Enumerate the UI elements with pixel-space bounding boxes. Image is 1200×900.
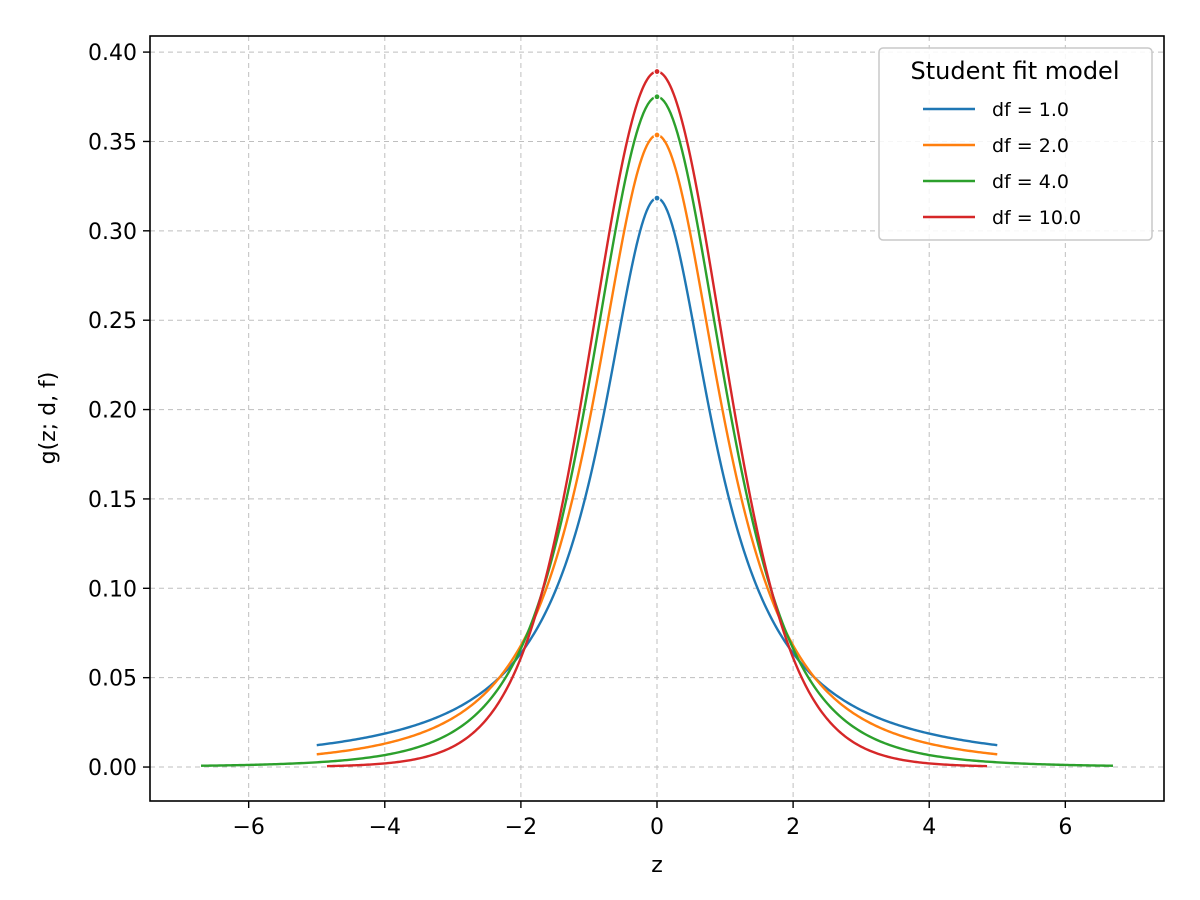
x-tick-label: 4 (922, 815, 936, 840)
peak-marker (653, 194, 661, 202)
peak-marker (653, 67, 661, 76)
peak-marker (653, 93, 661, 101)
y-tick-label: 0.20 (88, 399, 137, 424)
peak-marker (653, 131, 661, 139)
x-axis-label: z (651, 853, 663, 878)
x-tick-label: 6 (1058, 815, 1072, 840)
x-tick-label: 2 (786, 815, 800, 840)
legend-box (878, 47, 1153, 241)
grid (150, 36, 1164, 801)
legend: Student fit model df = 1.0 df = 2.0 df = 4… (878, 47, 1153, 241)
legend-entry-label: df = 4.0 (992, 171, 1069, 193)
x-tick-label: −2 (505, 815, 537, 840)
y-tick-label: 0.25 (88, 309, 137, 334)
y-tick-label: 0.35 (88, 130, 137, 155)
x-tick-label: 0 (650, 815, 664, 840)
y-tick-label: 0.15 (88, 488, 137, 513)
x-axis-ticks: −6 −4 −2 0 2 4 6 (232, 801, 1072, 840)
x-tick-label: −4 (369, 815, 401, 840)
legend-items: df = 1.0 df = 2.0 df = 4.0 df = 10.0 (923, 99, 1081, 229)
y-tick-label: 0.30 (88, 220, 137, 245)
y-tick-label: 0.05 (88, 667, 137, 692)
x-tick-label: −6 (232, 815, 264, 840)
y-tick-label: 0.40 (88, 41, 137, 66)
y-tick-label: 0.10 (88, 577, 137, 602)
legend-title: Student fit model (911, 57, 1120, 85)
legend-entry-label: df = 10.0 (992, 207, 1081, 229)
y-tick-label: 0.00 (88, 756, 137, 781)
legend-entry-label: df = 2.0 (992, 135, 1069, 157)
legend-entry-label: df = 1.0 (992, 99, 1069, 121)
y-axis-label: g(z; d, f) (36, 372, 61, 465)
peak-markers (653, 67, 661, 202)
y-axis-ticks: 0.00 0.05 0.10 0.15 0.20 0.25 0.30 0.35 0.40 (88, 41, 150, 781)
